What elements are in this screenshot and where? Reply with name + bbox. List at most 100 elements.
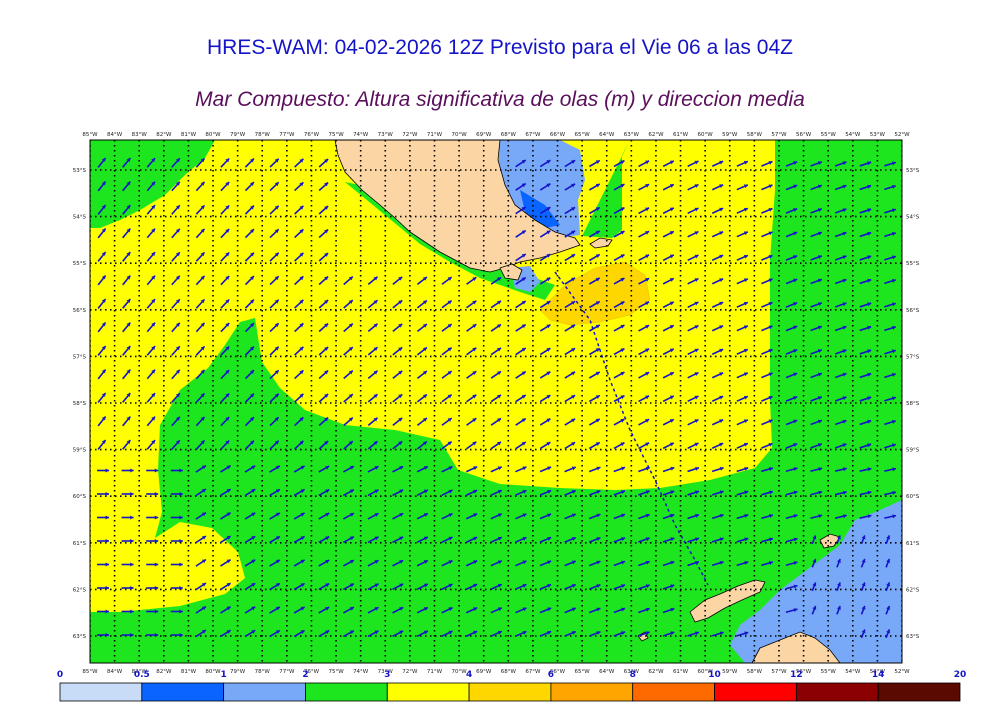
wave-direction-arrow xyxy=(785,537,798,543)
wave-direction-arrow xyxy=(736,631,749,637)
wave-direction-arrow xyxy=(589,159,601,168)
wave-direction-arrow xyxy=(146,204,156,215)
wave-direction-arrow xyxy=(392,536,404,544)
wave-direction-arrow xyxy=(687,560,700,567)
wave-direction-arrow xyxy=(293,629,305,638)
wave-direction-arrow xyxy=(392,393,403,403)
wave-direction-arrow xyxy=(220,204,230,215)
lon-label-top: 58°W xyxy=(747,132,763,138)
wave-direction-arrow xyxy=(367,559,379,567)
wave-direction-arrow xyxy=(146,515,159,520)
wave-direction-arrow xyxy=(885,629,891,639)
wave-direction-arrow xyxy=(220,228,230,239)
wave-direction-arrow xyxy=(638,418,650,426)
wave-direction-arrow xyxy=(736,278,749,285)
wave-direction-arrow xyxy=(171,228,181,239)
wave-direction-arrow xyxy=(588,537,601,543)
wave-direction-arrow xyxy=(638,160,650,168)
wave-direction-arrow xyxy=(220,345,230,356)
wave-direction-arrow xyxy=(687,230,699,238)
wave-direction-arrow xyxy=(146,157,156,168)
wave-direction-arrow xyxy=(539,300,551,309)
lat-label-right: 53°S xyxy=(906,168,920,174)
wave-direction-arrow xyxy=(761,184,773,191)
wave-direction-arrow xyxy=(441,489,453,497)
wave-direction-arrow xyxy=(318,559,330,567)
wave-direction-arrow xyxy=(613,230,625,238)
wave-direction-arrow xyxy=(662,277,675,285)
wave-direction-arrow xyxy=(97,274,107,286)
wave-direction-arrow xyxy=(392,630,404,638)
wave-direction-arrow xyxy=(810,325,823,332)
wave-direction-arrow xyxy=(220,488,232,497)
wave-direction-arrow xyxy=(638,183,650,191)
lat-label-left: 61°S xyxy=(73,541,87,547)
wave-direction-arrow xyxy=(859,231,872,238)
wave-direction-arrow xyxy=(859,278,872,285)
wave-direction-arrow xyxy=(342,535,355,544)
wave-direction-arrow xyxy=(146,632,159,638)
wave-direction-arrow xyxy=(244,299,255,309)
wave-direction-arrow xyxy=(490,513,503,520)
wave-direction-arrow xyxy=(171,322,181,333)
wave-direction-arrow xyxy=(121,562,134,567)
wave-direction-arrow xyxy=(195,345,206,356)
wave-direction-arrow xyxy=(441,276,453,285)
wave-direction-arrow xyxy=(836,558,841,568)
wave-direction-arrow xyxy=(122,322,131,333)
wave-direction-arrow xyxy=(539,253,551,262)
lon-label-top: 60°W xyxy=(698,132,714,138)
wave-direction-arrow xyxy=(392,583,404,591)
lon-label-bottom: 82°W xyxy=(156,669,172,675)
wave-direction-arrow xyxy=(294,228,304,239)
wave-direction-arrow xyxy=(441,323,453,332)
wave-direction-arrow xyxy=(97,585,109,591)
lat-label-left: 60°S xyxy=(73,494,87,500)
lat-label-left: 56°S xyxy=(73,308,87,314)
wave-direction-arrow xyxy=(269,512,281,520)
wave-direction-arrow xyxy=(515,323,527,332)
wave-direction-arrow xyxy=(97,251,107,262)
lon-label-top: 53°W xyxy=(870,132,886,138)
lon-label-bottom: 66°W xyxy=(550,669,566,675)
wave-direction-arrow xyxy=(441,606,453,614)
wave-direction-arrow xyxy=(860,582,866,592)
wave-direction-arrow xyxy=(294,322,304,333)
wave-direction-arrow xyxy=(836,535,841,545)
wave-direction-arrow xyxy=(367,489,379,497)
wave-direction-arrow xyxy=(244,488,256,497)
wave-direction-arrow xyxy=(465,536,478,543)
lon-label-bottom: 68°W xyxy=(501,669,517,675)
wave-direction-arrow xyxy=(146,392,156,403)
wave-direction-arrow xyxy=(785,584,798,590)
wave-direction-arrow xyxy=(195,488,207,497)
wave-direction-arrow xyxy=(343,370,354,380)
wave-direction-arrow xyxy=(810,443,823,449)
wave-direction-arrow xyxy=(736,348,749,355)
wave-direction-arrow xyxy=(711,419,724,426)
wave-direction-arrow xyxy=(195,228,206,239)
wave-direction-arrow xyxy=(269,582,281,591)
wave-direction-arrow xyxy=(785,395,798,402)
colorbar-label: 8 xyxy=(630,670,636,680)
wave-direction-arrow xyxy=(785,325,798,332)
wave-direction-arrow xyxy=(490,489,503,496)
wave-direction-arrow xyxy=(859,396,872,402)
wave-direction-arrow xyxy=(122,345,131,356)
wave-direction-arrow xyxy=(392,465,404,473)
wave-direction-arrow xyxy=(736,466,749,473)
wave-direction-arrow xyxy=(515,441,527,450)
wave-direction-arrow xyxy=(146,228,156,239)
wave-direction-arrow xyxy=(589,324,601,332)
lon-label-bottom: 71°W xyxy=(427,669,443,675)
wave-direction-arrow xyxy=(195,582,207,591)
wave-direction-arrow xyxy=(171,275,181,286)
lon-label-bottom: 52°W xyxy=(894,669,910,675)
wave-direction-arrow xyxy=(785,207,798,214)
wave-direction-arrow xyxy=(97,491,109,497)
wave-direction-arrow xyxy=(416,370,428,379)
wave-direction-arrow xyxy=(711,254,724,261)
lon-label-top: 77°W xyxy=(279,132,295,138)
colorbar: 0 0.5 1 2 3 4 6 8 10 12 14 20 xyxy=(57,670,966,702)
wave-direction-arrow xyxy=(195,535,207,544)
